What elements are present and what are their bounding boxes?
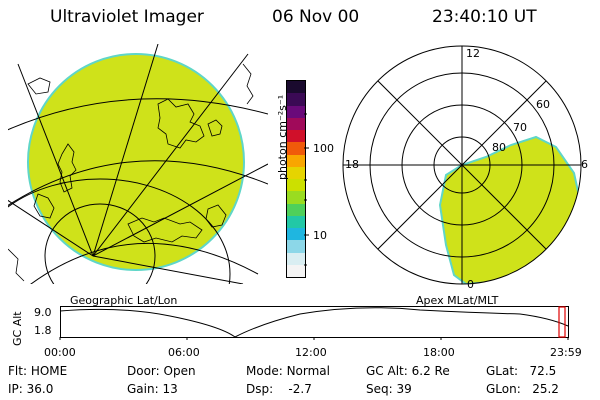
colorbar-swatch: [287, 203, 305, 216]
meridian-2: [17, 63, 94, 257]
meridian-5: [8, 199, 94, 257]
lat-ring-polar: [44, 203, 156, 284]
status-dsp: Dsp: -2.7: [246, 382, 312, 396]
colorbar-swatch: [287, 191, 305, 204]
colorbar-swatch: [287, 93, 305, 106]
coastline-5: [127, 217, 203, 243]
coastline-8: [242, 63, 254, 105]
timeline-xtick-0600: 06:00: [168, 346, 200, 359]
instrument-title: Ultraviolet Imager: [50, 7, 204, 27]
meridian-4: [92, 53, 249, 257]
colorbar-swatch: [287, 228, 305, 241]
status-glon: GLon: 25.2: [486, 382, 559, 396]
apex-caption: Apex MLat/MLT: [416, 294, 499, 307]
timeline-xtick-0000: 00:00: [44, 346, 76, 359]
polar-mlat-mlt-plot: [342, 45, 582, 285]
timeline-xtick-1200: 12:00: [295, 346, 327, 359]
coastline-3: [57, 143, 77, 193]
mlt-label-0: 0: [467, 278, 474, 291]
status-gain: Gain: 13: [127, 382, 178, 396]
status-gc-alt: GC Alt: 6.2 Re: [366, 364, 450, 378]
timeline-ytick-low: 1.8: [34, 324, 52, 337]
colorbar-tick-100: 100: [313, 142, 334, 155]
mlat-label-60: 60: [536, 98, 550, 111]
colorbar-swatch: [287, 215, 305, 228]
colorbar: [286, 80, 306, 278]
colorbar-swatch: [287, 130, 305, 143]
mlat-label-70: 70: [513, 121, 527, 134]
lat-arc-1: [8, 98, 268, 131]
lat-arc-3: [30, 242, 259, 284]
emission-region-polar: [438, 135, 581, 284]
coastline-7: [27, 77, 51, 95]
mlt-label-18: 18: [345, 158, 359, 171]
timeline-ylabel: GC Alt: [11, 311, 24, 346]
colorbar-swatch: [287, 166, 305, 179]
coastline-2: [207, 119, 223, 137]
status-mode: Mode: Normal: [246, 364, 330, 378]
coastline-6: [205, 204, 227, 228]
status-ip: IP: 36.0: [8, 382, 54, 396]
colorbar-swatch: [287, 81, 305, 94]
timeline-ytick-high: 9.0: [34, 306, 52, 319]
colorbar-unit-label: photon cm⁻²s⁻¹: [276, 94, 289, 180]
mlat-label-80: 80: [492, 141, 506, 154]
colorbar-swatch: [287, 179, 305, 192]
mlt-label-6: 6: [581, 158, 588, 171]
coastline-9: [8, 248, 25, 282]
current-time-marker: [558, 306, 566, 338]
status-seq: Seq: 39: [366, 382, 412, 396]
status-glat: GLat: 72.5: [486, 364, 557, 378]
status-door: Door: Open: [127, 364, 196, 378]
colorbar-swatch: [287, 264, 305, 277]
coastline-4: [33, 193, 55, 219]
colorbar-swatch: [287, 252, 305, 265]
header-time: 23:40:10 UT: [432, 7, 537, 27]
coastline-1: [157, 98, 205, 149]
colorbar-swatch: [287, 154, 305, 167]
orbit-altitude-timeline: [59, 306, 569, 340]
timeline-xtick-1800: 18:00: [423, 346, 455, 359]
lat-ring-outer: [8, 178, 231, 284]
mlt-label-12: 12: [466, 47, 480, 60]
timeline-xtick-2359: 23:59: [550, 346, 582, 359]
colorbar-swatch: [287, 240, 305, 253]
colorbar-swatch: [287, 117, 305, 130]
meridian-3: [92, 163, 268, 257]
colorbar-swatch: [287, 142, 305, 155]
colorbar-tick-10: 10: [313, 229, 327, 242]
geographic-caption: Geographic Lat/Lon: [70, 294, 178, 307]
header-date: 06 Nov 00: [272, 7, 360, 27]
meridian-6: [92, 255, 244, 284]
geographic-map: [8, 44, 268, 284]
colorbar-swatch: [287, 105, 305, 118]
colorbar-ticks: [304, 113, 309, 266]
meridian-1: [92, 44, 159, 257]
lat-arc-2: [8, 160, 268, 207]
status-flt: Flt: HOME: [8, 364, 68, 378]
altitude-curve: [59, 307, 569, 338]
mlt-diag-2: [377, 80, 547, 250]
